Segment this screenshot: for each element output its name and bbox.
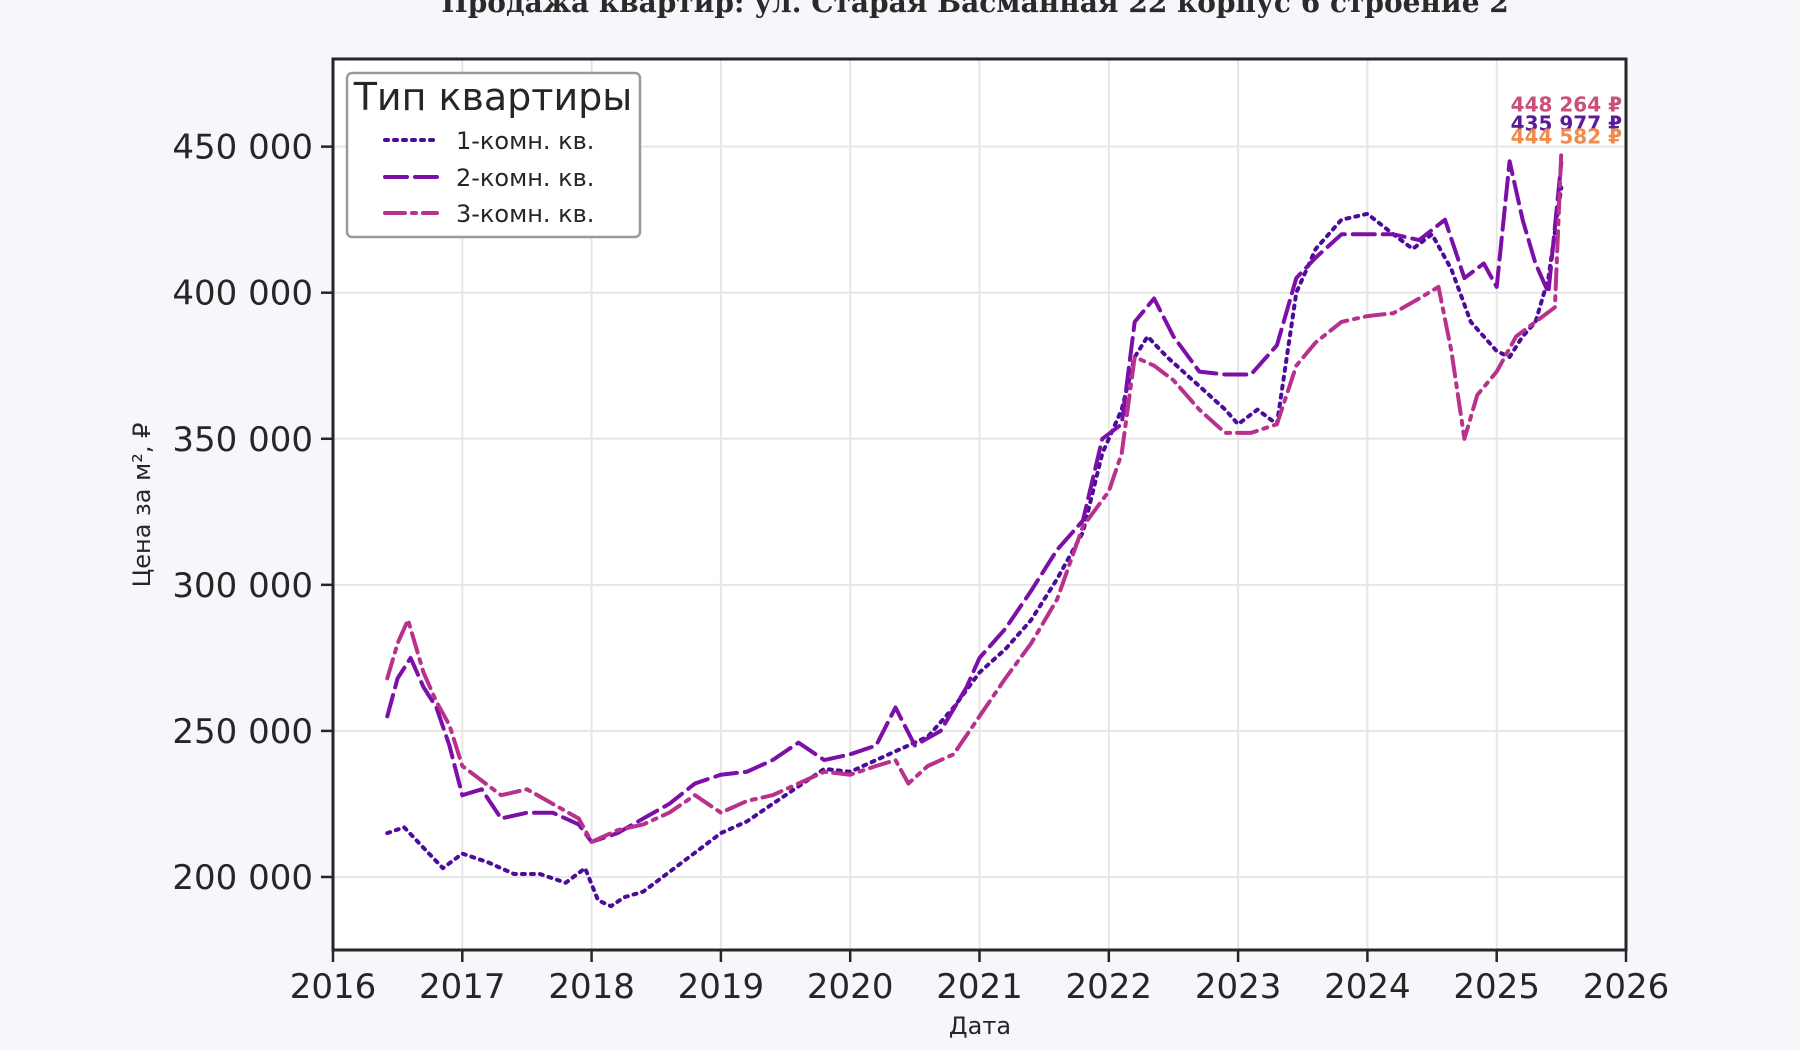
y-tick-label-0: 200 000 bbox=[172, 858, 313, 898]
x-tick-label-10: 2026 bbox=[1583, 967, 1670, 1007]
x-tick-label-4: 2020 bbox=[807, 967, 894, 1007]
x-tick-label-3: 2019 bbox=[678, 967, 765, 1007]
y-tick-label-5: 450 000 bbox=[172, 128, 313, 168]
legend-label-2-room: 2-комн. кв. bbox=[456, 164, 594, 192]
x-tick-label-8: 2024 bbox=[1324, 967, 1411, 1007]
x-tick-label-6: 2022 bbox=[1066, 967, 1153, 1007]
y-axis-label: Цена за м², ₽ bbox=[128, 423, 156, 588]
legend-box bbox=[345, 71, 642, 239]
series-line-3-room bbox=[385, 149, 1564, 844]
end-label-3-room: 448 264 ₽ bbox=[1511, 93, 1622, 117]
y-tick-label-3: 350 000 bbox=[172, 420, 313, 460]
x-axis-label: Дата bbox=[949, 1012, 1011, 1040]
legend-label-1-room: 1-комн. кв. bbox=[456, 127, 594, 155]
y-axis: 200 000 250 000 300 000 350 000 400 000 450 0… bbox=[172, 128, 333, 898]
legend-title: Тип квартиры bbox=[353, 75, 633, 119]
end-label-2-room: 444 582 ₽ bbox=[1511, 125, 1622, 149]
x-tick-label-0: 2016 bbox=[290, 967, 377, 1007]
series-layer bbox=[385, 149, 1564, 909]
y-tick-label-2: 300 000 bbox=[172, 566, 313, 606]
series-line-1-room bbox=[385, 185, 1564, 909]
legend: Тип квартиры 1-комн. кв. 2-комн. кв. 3-к… bbox=[345, 71, 642, 239]
chart-title: Продажа квартир: ул. Старая Басманная 22… bbox=[441, 0, 1509, 19]
x-axis: 2016 2017 2018 2019 2020 2021 2022 2023 2024 2025… bbox=[290, 950, 1670, 1007]
end-labels: 448 264 ₽435 977 ₽444 582 ₽ bbox=[1511, 93, 1622, 149]
end-label-1-room: 435 977 ₽ bbox=[1511, 112, 1622, 136]
x-tick-label-5: 2021 bbox=[936, 967, 1023, 1007]
x-tick-label-1: 2017 bbox=[419, 967, 506, 1007]
y-tick-label-1: 250 000 bbox=[172, 712, 313, 752]
series-line-2-room bbox=[385, 159, 1564, 844]
x-tick-label-9: 2025 bbox=[1453, 967, 1540, 1007]
y-tick-label-4: 400 000 bbox=[172, 274, 313, 314]
x-tick-label-2: 2018 bbox=[548, 967, 635, 1007]
legend-label-3-room: 3-комн. кв. bbox=[456, 200, 594, 228]
x-tick-label-7: 2023 bbox=[1195, 967, 1282, 1007]
